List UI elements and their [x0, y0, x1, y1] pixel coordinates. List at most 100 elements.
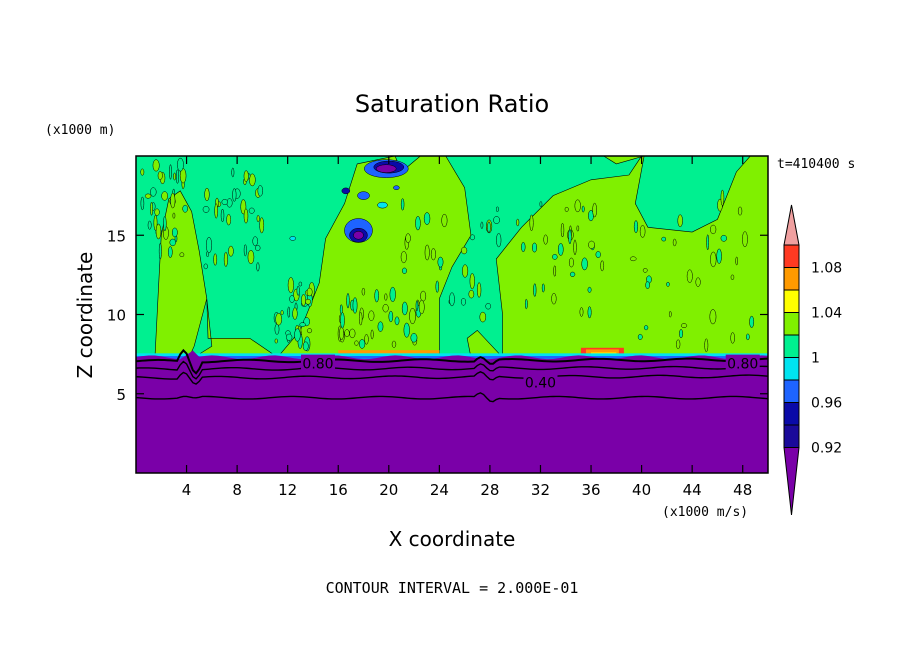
- speckle-contour: [480, 221, 484, 229]
- speckle-contour: [259, 217, 265, 234]
- speckle-contour: [140, 196, 145, 211]
- subsaturated-patch: [357, 191, 370, 200]
- speckle-contour: [340, 312, 345, 329]
- speckle-contour: [529, 214, 534, 232]
- speckle-contour: [405, 233, 411, 244]
- speckle-contour: [574, 199, 581, 213]
- x-tick-label: 24: [430, 481, 449, 499]
- speckle-contour: [735, 256, 738, 266]
- x-tick-label: 40: [632, 481, 651, 499]
- speckle-contour: [716, 248, 722, 264]
- speckle-contour: [147, 220, 152, 230]
- speckle-contour: [294, 328, 301, 342]
- speckle-contour: [243, 244, 247, 257]
- speckle-contour: [560, 222, 565, 238]
- speckle-contour: [710, 251, 717, 268]
- speckle-contour: [485, 303, 492, 310]
- speckle-contour: [213, 253, 218, 266]
- speckle-contour: [170, 192, 176, 209]
- x-axis-label: X coordinate: [389, 527, 516, 551]
- speckle-contour: [157, 171, 163, 180]
- colorbar-label: 1.04: [811, 306, 842, 322]
- x-axis-ticks: 4 8 12 16 20 24 28 32 36 40 44 48: [182, 156, 752, 499]
- contour-line: [136, 371, 768, 385]
- time-label: t=410400 s: [777, 157, 855, 172]
- speckle-contour: [248, 207, 255, 214]
- contour-label-bg: [523, 373, 558, 390]
- speckle-contour: [203, 263, 208, 270]
- speckle-contour: [243, 170, 249, 182]
- contour-line: [136, 392, 768, 403]
- speckle-contour: [172, 212, 176, 219]
- speckle-contour: [168, 246, 173, 258]
- speckle-contour: [581, 257, 588, 271]
- speckle-contour: [587, 286, 592, 293]
- speckle-contour: [730, 332, 735, 344]
- speckle-contour: [415, 300, 419, 312]
- speckle-contour: [569, 271, 576, 277]
- speckle-contour: [169, 238, 176, 247]
- speckle-contour: [154, 208, 160, 216]
- speckle-contour: [672, 238, 677, 247]
- speckle-contour: [746, 333, 750, 341]
- speckle-contour: [296, 285, 300, 296]
- speckle-contour: [358, 311, 363, 326]
- speckle-contour: [289, 295, 295, 303]
- speckle-contour: [637, 333, 643, 340]
- speckle-contour: [749, 315, 755, 328]
- speckle-contour: [249, 173, 256, 187]
- speckle-contour: [409, 307, 416, 325]
- speckle-contour: [221, 199, 228, 205]
- x-tick-label: 36: [581, 481, 600, 499]
- subsaturated-patch: [377, 201, 388, 209]
- speckle-contour: [255, 244, 261, 252]
- speckle-contour: [306, 287, 313, 297]
- colorbar-bottom-arrow: [783, 447, 800, 516]
- speckle-contour: [382, 304, 389, 313]
- contour-label: 0.80: [727, 357, 758, 373]
- colorbar-swatch: [783, 244, 800, 268]
- speckle-contour: [557, 243, 564, 256]
- speckle-contour: [179, 252, 185, 258]
- subsaturated-patch: [376, 164, 397, 173]
- speckle-contour: [568, 229, 572, 245]
- speckle-contour: [287, 277, 294, 294]
- speckle-contour: [226, 214, 232, 226]
- plot-area: 0.80 0.40 0.80: [136, 156, 768, 473]
- speckle-contour: [205, 236, 213, 254]
- speckle-contour: [410, 333, 418, 343]
- speckle-contour: [676, 339, 681, 350]
- contour-line: [136, 360, 768, 380]
- speckle-contour: [642, 268, 648, 273]
- speckle-contour: [666, 282, 670, 287]
- speckle-contour: [274, 323, 280, 335]
- speckle-contour: [389, 286, 396, 302]
- speckle-contour: [704, 338, 709, 353]
- boundary-fringe: [136, 353, 768, 358]
- speckle-contour: [275, 312, 283, 326]
- supersaturated-strip: [338, 350, 440, 355]
- speckle-contour: [150, 201, 153, 216]
- region-lower-layer: [136, 350, 768, 473]
- speckle-contour: [400, 198, 405, 211]
- x-unit-label: (x1000 m/s): [662, 505, 748, 520]
- y-tick-label: 5: [116, 386, 126, 404]
- speckle-contour: [274, 338, 278, 344]
- speckle-contour: [401, 267, 407, 274]
- speckle-contour: [720, 189, 725, 206]
- colorbar-swatch: [783, 379, 800, 403]
- contour-interval-footer: CONTOUR INTERVAL = 2.000E-01: [326, 579, 579, 597]
- speckle-contour: [140, 168, 145, 176]
- x-tick-label: 16: [329, 481, 348, 499]
- speckle-contour: [469, 234, 476, 241]
- speckle-contour: [677, 214, 683, 228]
- speckle-contour: [299, 322, 306, 327]
- speckle-contour: [461, 246, 468, 255]
- speckle-contour: [742, 231, 748, 248]
- speckle-contour: [257, 185, 263, 197]
- speckle-contour: [592, 202, 597, 218]
- speckle-contour: [155, 223, 162, 240]
- speckle-contour: [152, 159, 160, 172]
- speckle-contour: [524, 298, 528, 310]
